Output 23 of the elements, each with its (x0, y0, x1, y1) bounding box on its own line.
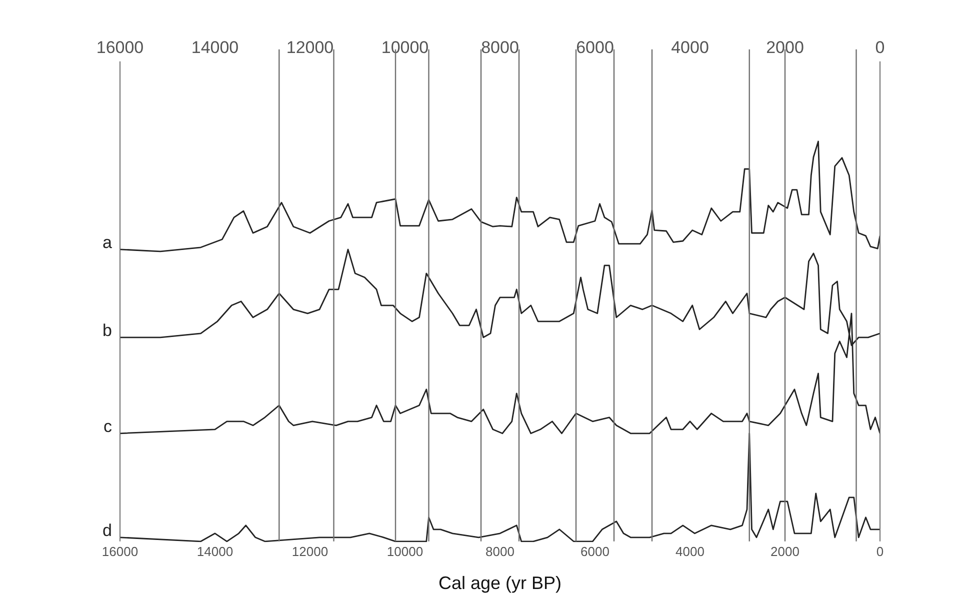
x-axis-title: Cal age (yr BP) (438, 572, 562, 593)
x-tick-label: 12000 (292, 544, 328, 559)
x-tick-label: 16000 (102, 544, 138, 559)
x-tick-label: 8000 (486, 544, 514, 559)
x2-tick-label: 6000 (576, 38, 614, 57)
x2-tick-label: 16000 (96, 38, 144, 57)
series-label: c (104, 417, 112, 436)
x-tick-label: 0 (876, 544, 884, 559)
x2-tick-label: 2000 (766, 38, 804, 57)
x2-tick-label: 8000 (481, 38, 519, 57)
x-tick-label: 10000 (386, 544, 424, 559)
x2-tick-label: 0 (875, 38, 885, 57)
x-tick-label: 2000 (770, 544, 800, 559)
series-label: d (102, 521, 112, 540)
series-label: b (102, 321, 112, 340)
series-label: a (102, 233, 113, 252)
x-tick-label: 4000 (676, 544, 704, 559)
x-tick-label: 14000 (196, 544, 234, 559)
x2-tick-label: 14000 (191, 38, 239, 57)
x-tick-label: 6000 (580, 544, 610, 559)
x2-tick-label: 10000 (381, 38, 429, 57)
x2-tick-label: 12000 (286, 38, 334, 57)
x2-tick-label: 4000 (671, 38, 709, 57)
